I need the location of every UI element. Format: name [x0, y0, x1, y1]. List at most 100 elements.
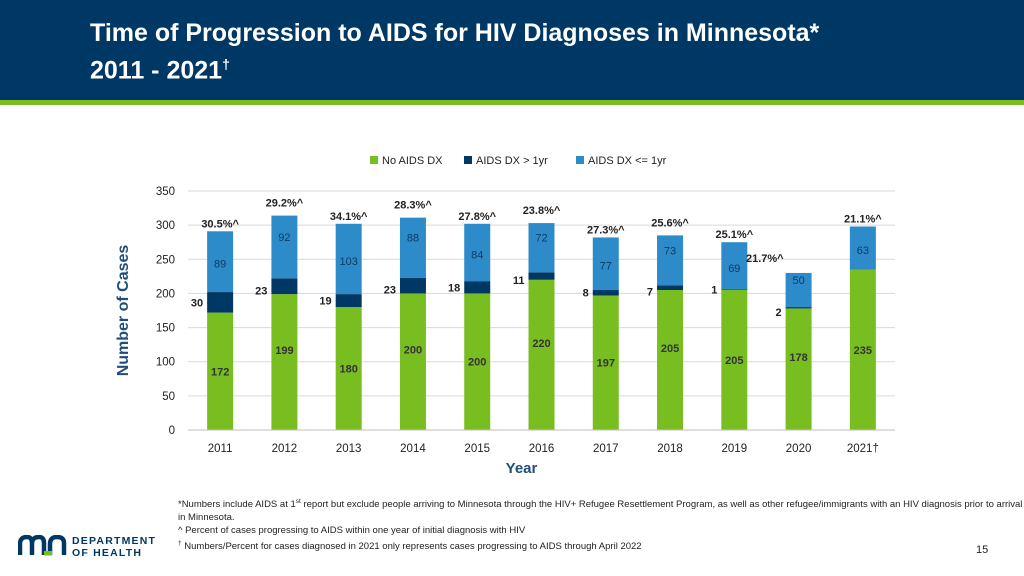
x-tick-label: 2011	[208, 443, 233, 455]
page-title: Time of Progression to AIDS for HIV Diag…	[90, 18, 819, 86]
legend-swatch	[576, 156, 584, 164]
y-tick-label: 150	[156, 323, 175, 335]
page-number: 15	[976, 544, 989, 556]
bar-value-label-no-aids: 205	[725, 355, 743, 367]
bar-aids-dx-1yr	[657, 235, 684, 286]
bar-aids-dx-1yr	[399, 217, 426, 278]
x-tick-label: 2021†	[847, 443, 879, 455]
bar-no-aids-dx	[592, 295, 619, 430]
x-axis-title: Year	[506, 460, 538, 477]
bar-aids-dx-1yr	[207, 292, 234, 313]
y-tick-label: 50	[162, 391, 175, 403]
legend-swatch	[370, 156, 378, 164]
y-tick-label: 100	[156, 357, 175, 369]
bar-no-aids-dx	[657, 290, 684, 430]
bar-value-label-aids-le1: 63	[857, 245, 869, 257]
logo-line-2: OF HEALTH	[72, 547, 143, 559]
bar-aids-dx-1yr	[528, 223, 555, 273]
bar-aids-dx-1yr	[528, 272, 555, 280]
bar-value-label-aids-le1: 92	[278, 232, 290, 244]
x-tick-label: 2012	[272, 443, 298, 455]
x-tick-label: 2016	[529, 443, 555, 455]
bar-percent-label: 25.6%^	[651, 217, 689, 229]
title-line-1: Time of Progression to AIDS for HIV Diag…	[90, 19, 820, 47]
footnote-asterisk: *Numbers include AIDS at 1st report but …	[178, 498, 1023, 524]
y-tick-label: 0	[169, 425, 175, 437]
title-dagger: †	[222, 56, 230, 72]
bar-aids-dx-1yr	[657, 285, 684, 291]
x-tick-label: 2017	[593, 443, 619, 455]
bar-aids-dx-1yr	[592, 290, 619, 296]
bar-value-label-aids-le1: 69	[728, 263, 740, 275]
bar-value-label-no-aids: 235	[854, 345, 872, 357]
bar-percent-label: 29.2%^	[266, 198, 304, 210]
bar-value-label-no-aids: 220	[532, 338, 550, 350]
bar-no-aids-dx	[849, 269, 876, 430]
bar-percent-label: 21.7%^	[746, 253, 784, 265]
bar-value-label-aids-gt1: 23	[255, 285, 267, 297]
x-tick-label: 2013	[336, 443, 362, 455]
footnote-caret: ^ Percent of cases progressing to AIDS w…	[178, 525, 526, 537]
bar-aids-dx-1yr	[335, 223, 362, 295]
bar-value-label-aids-le1: 84	[471, 249, 483, 261]
bar-aids-dx-1yr	[464, 281, 491, 294]
x-tick-label: 2014	[400, 443, 426, 455]
bar-no-aids-dx	[271, 294, 298, 430]
bar-aids-dx-1yr	[849, 226, 876, 270]
bar-value-label-no-aids: 200	[468, 357, 486, 369]
bar-value-label-no-aids: 172	[211, 366, 229, 378]
y-tick-label: 250	[156, 254, 175, 266]
header-banner: Time of Progression to AIDS for HIV Diag…	[0, 0, 1024, 100]
bar-percent-label: 25.1%^	[716, 229, 754, 241]
bar-aids-dx-1yr	[399, 277, 426, 294]
bar-aids-dx-1yr	[785, 307, 812, 309]
title-years: 2011 - 2021	[90, 56, 223, 85]
bar-value-label-aids-le1: 88	[407, 233, 419, 245]
bar-no-aids-dx	[721, 290, 748, 430]
mn-logo-icon	[18, 535, 67, 556]
legend-label: AIDS DX > 1yr	[476, 155, 548, 167]
bar-no-aids-dx	[785, 308, 812, 430]
bar-percent-label: 27.8%^	[458, 211, 496, 223]
bar-value-label-aids-le1: 50	[792, 275, 804, 287]
bar-value-label-no-aids: 197	[597, 358, 615, 370]
footnote-dagger: † Numbers/Percent for cases diagnosed in…	[178, 540, 642, 553]
bar-value-label-aids-le1: 72	[535, 233, 547, 245]
y-axis-title: Number of Cases	[115, 245, 132, 377]
bar-percent-label: 27.3%^	[587, 224, 625, 236]
bar-value-label-aids-gt1: 30	[191, 297, 203, 309]
bar-value-label-no-aids: 178	[789, 352, 807, 364]
footnotes: *Numbers include AIDS at 1st report but …	[178, 495, 1023, 553]
bar-value-label-aids-le1: 77	[600, 261, 612, 273]
bar-percent-label: 34.1%^	[330, 211, 368, 223]
bar-value-label-aids-gt1: 1	[711, 285, 717, 297]
bar-no-aids-dx	[399, 293, 426, 430]
header-accent-bar	[0, 100, 1024, 105]
bar-value-label-no-aids: 205	[661, 343, 679, 355]
bar-no-aids-dx	[207, 312, 234, 430]
bar-aids-dx-1yr	[271, 215, 298, 279]
bar-value-label-aids-gt1: 2	[775, 307, 781, 319]
bar-aids-dx-1yr	[271, 278, 298, 295]
bar-aids-dx-1yr	[721, 242, 748, 290]
bar-no-aids-dx	[528, 279, 555, 430]
logo-line-1: DEPARTMENT	[72, 535, 157, 547]
bar-value-label-aids-gt1: 8	[583, 288, 589, 300]
bar-value-label-aids-le1: 89	[214, 259, 226, 271]
x-tick-label: 2019	[722, 443, 748, 455]
legend-label: No AIDS DX	[382, 155, 443, 167]
bar-no-aids-dx	[464, 293, 491, 430]
bar-no-aids-dx	[335, 307, 362, 430]
x-tick-label: 2018	[657, 443, 683, 455]
bar-aids-dx-1yr	[592, 237, 619, 291]
y-tick-label: 200	[156, 288, 175, 300]
x-tick-label: 2015	[464, 443, 490, 455]
bar-value-label-aids-le1: 73	[664, 245, 676, 257]
bar-value-label-aids-gt1: 11	[513, 275, 525, 287]
legend-swatch	[464, 156, 472, 164]
legend-label: AIDS DX <= 1yr	[588, 155, 667, 167]
bar-value-label-no-aids: 180	[340, 364, 358, 376]
x-tick-label: 2020	[786, 443, 812, 455]
bar-aids-dx-1yr	[785, 272, 812, 308]
